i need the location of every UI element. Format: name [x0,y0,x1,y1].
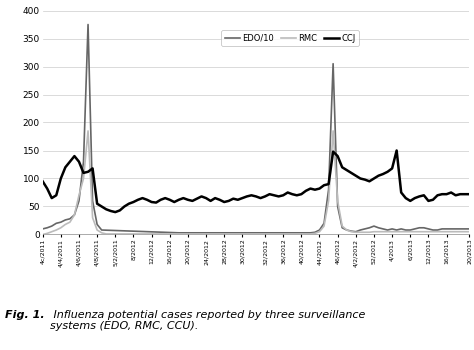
CCJ [394,148,400,153]
Text: Influenza potential cases reported by three surveillance
systems (EDO, RMC, CCU): Influenza potential cases reported by th… [50,310,365,331]
Line: CCJ: CCJ [43,150,469,212]
EDO/10 [466,227,472,231]
RMC [344,228,349,232]
RMC [58,226,64,230]
Line: EDO/10: EDO/10 [43,25,469,233]
RMC [466,230,472,234]
EDO/10 [58,220,64,224]
CCJ [357,176,363,181]
CCJ [112,210,118,214]
EDO/10 [339,226,345,230]
EDO/10 [40,227,46,231]
Text: Fig. 1.: Fig. 1. [5,310,45,320]
CCJ [362,177,368,182]
EDO/10 [362,227,368,231]
RMC [357,230,363,235]
RMC [121,232,127,236]
RMC [85,129,91,133]
Legend: EDO/10, RMC, CCJ: EDO/10, RMC, CCJ [221,30,359,46]
EDO/10 [366,226,372,230]
CCJ [344,168,349,172]
RMC [40,232,46,237]
CCJ [121,204,127,209]
Line: RMC: RMC [43,131,469,234]
CCJ [40,179,46,183]
EDO/10 [176,231,182,235]
EDO/10 [348,229,354,233]
CCJ [58,176,64,181]
CCJ [466,192,472,196]
CCJ [335,154,340,158]
RMC [362,230,368,235]
RMC [335,199,340,203]
EDO/10 [121,229,127,233]
EDO/10 [85,22,91,27]
